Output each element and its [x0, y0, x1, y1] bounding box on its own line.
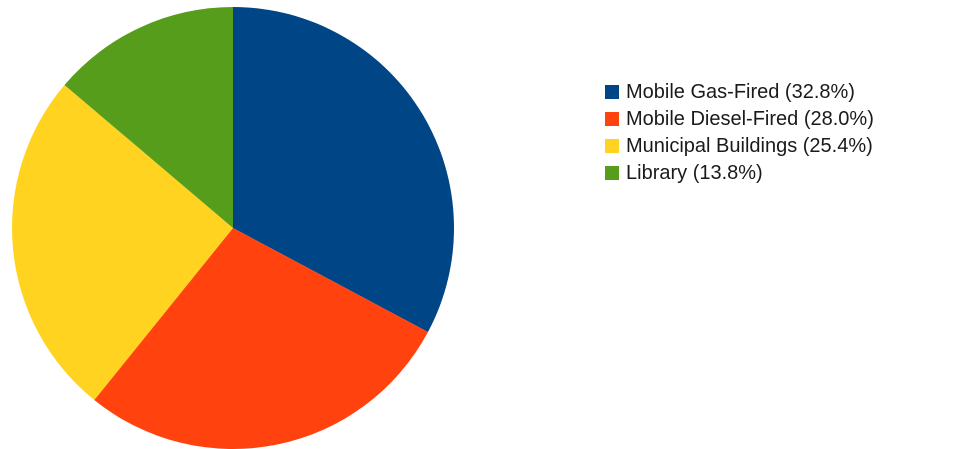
- legend-swatch: [605, 138, 619, 153]
- legend-item-mobile-diesel-fired: Mobile Diesel-Fired (28.0%): [605, 105, 874, 132]
- legend-label: Mobile Diesel-Fired (28.0%): [626, 107, 874, 130]
- pie-slice-municipal-buildings: [11, 85, 233, 401]
- legend-item-municipal-buildings: Municipal Buildings (25.4%): [605, 132, 874, 159]
- pie-slice-mobile-gas-fired: [233, 7, 454, 333]
- legend-label: Library (13.8%): [626, 161, 763, 184]
- legend-item-mobile-gas-fired: Mobile Gas-Fired (32.8%): [605, 78, 874, 105]
- legend-swatch: [605, 84, 619, 99]
- legend-item-library: Library (13.8%): [605, 159, 874, 186]
- legend-label: Municipal Buildings (25.4%): [626, 134, 873, 157]
- pie-slices: [11, 7, 454, 449]
- legend-swatch: [605, 165, 619, 180]
- legend: Mobile Gas-Fired (32.8%) Mobile Diesel-F…: [605, 78, 874, 186]
- legend-label: Mobile Gas-Fired (32.8%): [626, 80, 855, 103]
- pie-slice-mobile-diesel-fired: [94, 228, 428, 449]
- legend-swatch: [605, 111, 619, 126]
- pie-slice-library: [64, 7, 233, 228]
